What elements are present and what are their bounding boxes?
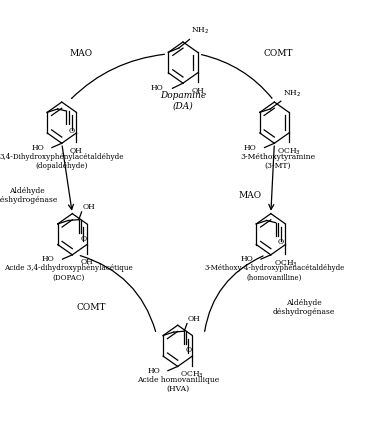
Text: 3,4-Dihydroxyphénylacétaldéhyde
(dopaldéhyde): 3,4-Dihydroxyphénylacétaldéhyde (dopaldé… bbox=[0, 153, 124, 170]
Text: HO: HO bbox=[147, 367, 160, 375]
Text: Aldéhyde
déshydrogénase: Aldéhyde déshydrogénase bbox=[273, 299, 335, 316]
Text: OCH$_3$: OCH$_3$ bbox=[180, 370, 204, 380]
Text: NH$_2$: NH$_2$ bbox=[191, 25, 209, 36]
Text: COMT: COMT bbox=[263, 50, 293, 59]
Text: HO: HO bbox=[31, 143, 44, 152]
Text: OH: OH bbox=[188, 315, 201, 323]
Text: 3-Méthoxy-4-hydroxyphénacétaldéhyde
(homovanilline): 3-Méthoxy-4-hydroxyphénacétaldéhyde (hom… bbox=[204, 264, 344, 282]
FancyArrowPatch shape bbox=[80, 256, 156, 331]
Text: MAO: MAO bbox=[70, 50, 93, 59]
Text: HO: HO bbox=[42, 255, 55, 263]
Text: 3-Méthoxytyramine
(3-MT): 3-Méthoxytyramine (3-MT) bbox=[240, 153, 315, 170]
Text: OCH$_3$: OCH$_3$ bbox=[277, 147, 301, 157]
Text: NH$_2$: NH$_2$ bbox=[283, 88, 301, 99]
Text: Dopamine
(DA): Dopamine (DA) bbox=[160, 91, 206, 111]
Text: OH: OH bbox=[81, 258, 93, 266]
FancyArrowPatch shape bbox=[72, 54, 164, 98]
Text: MAO: MAO bbox=[238, 191, 261, 200]
Text: Acide 3,4-dihydroxyphénylacétique
(DOPAC): Acide 3,4-dihydroxyphénylacétique (DOPAC… bbox=[4, 264, 133, 282]
Text: O: O bbox=[68, 127, 74, 135]
Text: OH: OH bbox=[82, 203, 95, 211]
FancyArrowPatch shape bbox=[205, 256, 263, 331]
Text: OH: OH bbox=[70, 147, 83, 155]
Text: HO: HO bbox=[244, 143, 257, 152]
Text: HO: HO bbox=[240, 255, 253, 263]
Text: Aldéhyde
déshydrogénase: Aldéhyde déshydrogénase bbox=[0, 187, 58, 204]
FancyArrowPatch shape bbox=[202, 55, 272, 98]
Text: Acide homovanillique
(HVA): Acide homovanillique (HVA) bbox=[137, 376, 219, 393]
Text: O: O bbox=[277, 238, 283, 246]
Text: OCH$_3$: OCH$_3$ bbox=[273, 258, 297, 269]
Text: OH: OH bbox=[191, 88, 204, 96]
Text: O: O bbox=[186, 346, 192, 354]
Text: COMT: COMT bbox=[77, 303, 107, 312]
Text: HO: HO bbox=[151, 84, 164, 93]
Text: O: O bbox=[80, 235, 86, 243]
